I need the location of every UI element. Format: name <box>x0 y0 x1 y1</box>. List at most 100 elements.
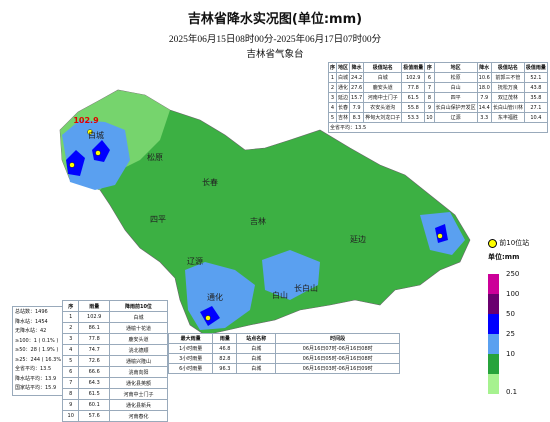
table-row: 6小时雨量 96.3 白城 06月16日03时-06月16日09时 <box>167 363 400 374</box>
table-cell: 7 <box>61 377 80 389</box>
table-cell: 洮北德顺 <box>108 344 169 356</box>
table-cell: 86.1 <box>78 322 110 334</box>
table-cell: 通化 <box>336 82 351 93</box>
header-cell: 地区 <box>336 62 351 73</box>
stat-line: ≥50：28 ( 1.9% ) <box>15 347 59 353</box>
table-cell: 洮南向阳 <box>108 366 169 378</box>
header-cell: 时间段 <box>275 333 400 344</box>
table-cell: 27.6 <box>349 82 365 93</box>
legend-level: 25 <box>506 330 515 338</box>
table-cell: 77.8 <box>78 333 110 345</box>
table-cell: 吉林 <box>336 112 351 123</box>
table-cell: 96.3 <box>212 363 238 374</box>
region-label: 四平 <box>150 215 166 224</box>
stat-line: 无降水站：42 <box>15 328 47 334</box>
table-cell: 1 <box>61 311 80 323</box>
stat-line: ≥25：244 ( 16.3% ) <box>15 356 65 363</box>
top10-table: 序雨量 降雨前10位 1 102.9 白城 2 86.1 通榆十花道 3 77.8 鹿安头道 4 74.… <box>61 300 169 422</box>
table-row: 5 吉林 8.3 桦甸大刘龙口子 53.3 10 辽源 3.3 东丰福胜 10.4 <box>327 112 549 123</box>
table-cell: 通榆兴隆山 <box>108 355 169 367</box>
table-cell: 白城 <box>108 311 169 323</box>
legend-swatch <box>488 334 499 354</box>
region-label: 松原 <box>147 152 163 162</box>
region-label: 通化 <box>207 292 223 302</box>
heavy-rain-area <box>435 224 448 243</box>
legend-swatch <box>488 314 499 334</box>
table-cell: 4 <box>327 102 338 113</box>
header-cell: 极值雨量 <box>523 62 549 73</box>
table-cell: 10.4 <box>523 112 549 123</box>
table-cell: 35.8 <box>523 92 549 103</box>
table-cell: 抚松万良 <box>490 82 525 93</box>
header-cell: 雨量 <box>212 333 238 344</box>
table-cell: 9 <box>424 102 435 113</box>
table-cell: 白城 <box>236 363 277 374</box>
max-rain-table: 最大雨量 雨量 站点名称 时间段 1小时雨量 46.8 白城 06月16日07时-06月16日… <box>167 333 400 374</box>
table-cell: 四平 <box>433 92 478 103</box>
top-station <box>69 162 75 168</box>
legend-swatch <box>488 374 499 394</box>
table-cell: 河南中士门子 <box>108 388 169 400</box>
stat-line: 降水站平均：13.9 <box>15 375 57 382</box>
table-cell: 06月16日07时-06月16日08时 <box>275 343 400 354</box>
table-cell: 1小时雨量 <box>167 343 214 354</box>
table-cell: 3.3 <box>476 112 492 123</box>
region-label: 白城 <box>88 130 104 140</box>
table-row: 3小时雨量 82.8 白城 06月16日05时-06月16日08时 <box>167 353 400 364</box>
legend-unit: 单位:mm <box>488 253 520 261</box>
table-cell: 前郭三不管 <box>490 72 525 83</box>
region-label: 白山 <box>272 290 288 300</box>
table-cell: 4 <box>61 344 80 356</box>
header-cell: 最大雨量 <box>167 333 214 344</box>
issuer: 吉林省气象台 <box>246 49 304 60</box>
table-cell: 102.9 <box>401 72 426 83</box>
region-label: 长春 <box>202 177 218 187</box>
table-cell: 06月16日03时-06月16日09时 <box>275 363 400 374</box>
table-row: 2 通化 27.6 鹿安头道 77.8 7 白山 18.0 抚松万良 43.8 <box>327 82 549 93</box>
table-cell: 桦甸大刘龙口子 <box>363 112 403 123</box>
top-station <box>87 129 93 135</box>
table-cell: 53.3 <box>401 112 426 123</box>
table-cell: 06月16日05时-06月16日08时 <box>275 353 400 364</box>
region-label: 辽源 <box>187 257 203 266</box>
table-cell: 2 <box>61 322 80 334</box>
table-cell: 43.8 <box>523 82 549 93</box>
table-cell: 24.2 <box>349 72 365 83</box>
header-row: 序地区 降水 极值站名 极值雨量序地区 降水 极值站名 极值雨量 <box>327 62 549 73</box>
table-row: 8 61.5 河南中士门子 <box>61 388 169 400</box>
table-cell: 57.6 <box>78 410 110 422</box>
table-row: 7 64.3 通化县英额 <box>61 377 169 389</box>
table-cell: 6 <box>61 366 80 378</box>
stat-line: ≥100：1 ( 0.1% ) <box>15 337 59 344</box>
header-cell: 降水 <box>476 62 492 73</box>
table-cell: 60.1 <box>78 399 110 411</box>
legend-level: 50 <box>506 310 515 318</box>
header-cell: 极值站名 <box>490 62 525 73</box>
table-cell: 55.8 <box>401 102 426 113</box>
table-cell: 5 <box>327 112 338 123</box>
header-cell: 序 <box>61 300 80 312</box>
footer-row: 全省平均：13.5 <box>328 122 548 133</box>
table-cell: 白山 <box>433 82 478 93</box>
map-period: 2025年06月15日08时00分-2025年06月17日07时00分 <box>168 35 382 45</box>
table-cell: 74.7 <box>78 344 110 356</box>
table-row: 6 66.6 洮南向阳 <box>61 366 169 378</box>
table-cell: 82.8 <box>212 353 238 364</box>
table-cell: 8.3 <box>349 112 365 123</box>
table-cell: 61.5 <box>78 388 110 400</box>
header-cell: 雨量 <box>78 300 110 312</box>
table-cell: 松原 <box>433 72 478 83</box>
table-cell: 3 <box>61 333 80 345</box>
table-cell: 辽源 <box>433 112 478 123</box>
table-cell: 8 <box>61 388 80 400</box>
table-row: 2 86.1 通榆十花道 <box>61 322 169 334</box>
legend-marker <box>488 238 497 248</box>
heavy-rain-area <box>92 140 110 162</box>
top-station <box>437 233 443 239</box>
header-cell: 序 <box>424 62 435 73</box>
table-cell: 长白山保护开发区 <box>433 102 478 113</box>
table-cell: 7.9 <box>476 92 492 103</box>
stat-line: 国家站平均：15.9 <box>15 385 57 391</box>
stats-box: 总站数：1496 降水站：1454 无降水站：42 ≥100：1 ( 0.1% ) ≥5… <box>12 306 68 396</box>
